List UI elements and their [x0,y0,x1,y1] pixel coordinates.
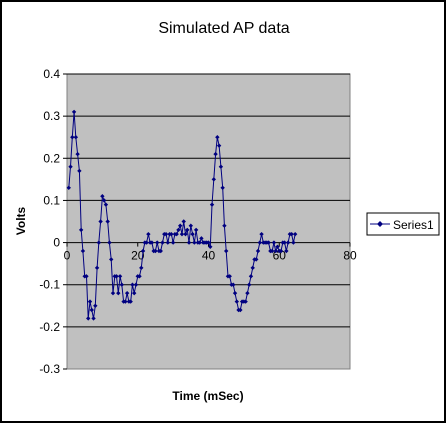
y-tick-label: 0.2 [43,151,60,165]
x-tick-label: 0 [64,249,71,263]
y-tick-label: -0.1 [39,278,60,292]
chart-title: Simulated AP data [158,20,289,37]
y-axis-title: Volts [14,206,28,235]
legend: Series1 [367,213,439,235]
x-tick-label: 80 [343,249,357,263]
legend-series-label: Series1 [393,218,434,232]
y-tick-label: 0.3 [43,109,60,123]
y-tick-label: -0.2 [39,320,60,334]
x-tick-label: 40 [202,249,216,263]
y-tick-label: 0.4 [43,67,60,81]
y-tick-label: 0 [53,236,60,250]
y-axis-ticks: -0.3 -0.2 -0.1 0 0.1 0.2 0.3 0.4 [39,67,67,376]
y-tick-label: -0.3 [39,362,60,376]
x-axis-title: Time (mSec) [172,389,243,403]
y-tick-label: 0.1 [43,193,60,207]
